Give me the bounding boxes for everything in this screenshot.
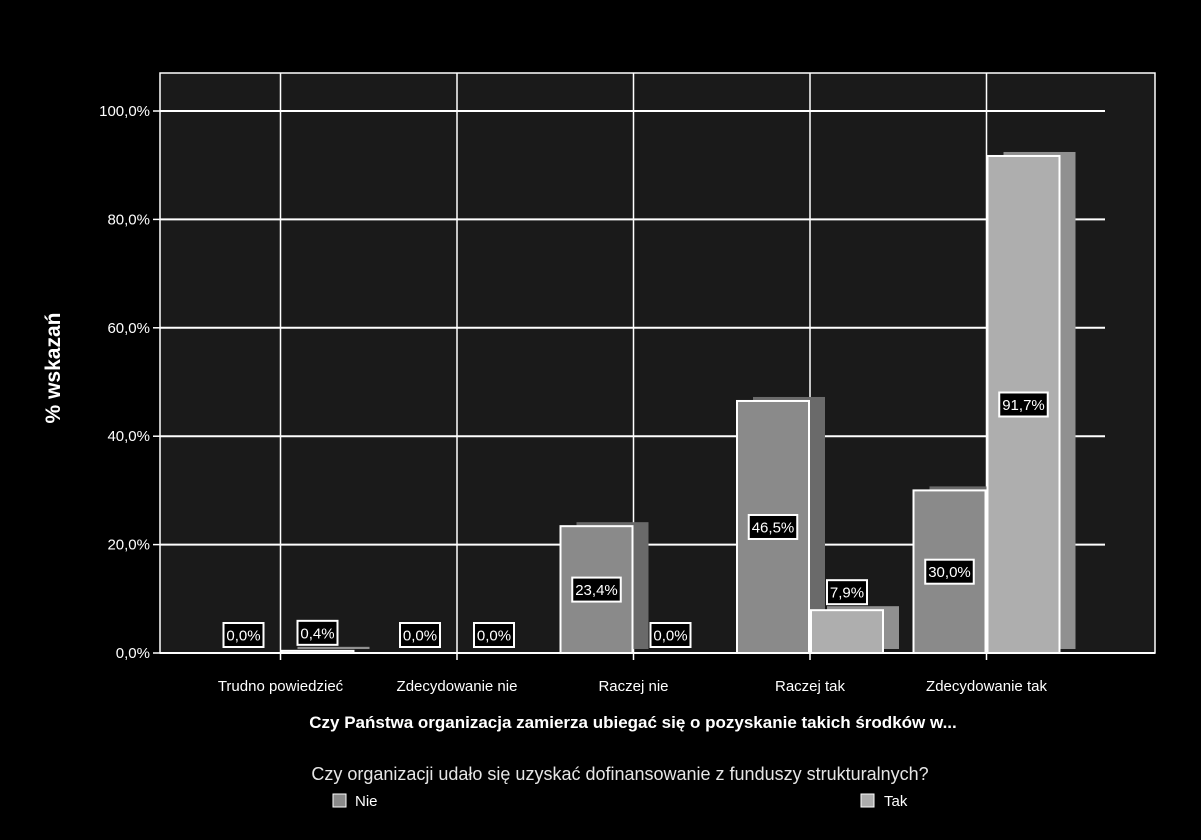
data-label-box bbox=[222, 622, 265, 648]
y-tick-label: 60,0% bbox=[107, 320, 150, 337]
data-label-box bbox=[473, 622, 515, 648]
data-label-box bbox=[747, 513, 799, 540]
data-label: 0,0% bbox=[653, 628, 687, 645]
x-tick-label: Zdecydowanie nie bbox=[397, 678, 518, 695]
legend-label-tak: Tak bbox=[884, 793, 908, 810]
bars: 0,0% 0,0% 23,4% 46,5% 30,0% 0,4% 0,0% 0,0% 7,9% 9… bbox=[206, 151, 1076, 655]
x-axis-label: Czy Państwa organizacja zamierza ubiegać… bbox=[309, 713, 957, 732]
x-tick-label: Trudno powiedzieć bbox=[218, 678, 344, 695]
data-label: 0,0% bbox=[226, 628, 260, 645]
legend-label-nie: Nie bbox=[355, 793, 378, 810]
legend-swatch-nie bbox=[332, 793, 347, 808]
data-label: 46,5% bbox=[752, 519, 795, 536]
x-tick-label: Zdecydowanie tak bbox=[926, 678, 1047, 695]
data-label-box bbox=[571, 576, 622, 603]
data-label-box bbox=[296, 619, 339, 646]
data-label: 23,4% bbox=[575, 582, 618, 599]
data-label: 0,0% bbox=[403, 628, 437, 645]
data-label-box bbox=[924, 558, 975, 585]
data-label-box bbox=[399, 622, 441, 648]
data-label-box bbox=[998, 391, 1049, 418]
data-label: 30,0% bbox=[928, 564, 971, 581]
bar-shadow bbox=[297, 646, 370, 650]
data-label: 91,7% bbox=[1002, 397, 1045, 414]
x-tick-label: Raczej tak bbox=[775, 678, 846, 695]
legend: Czy organizacji udało się uzyskać dofina… bbox=[311, 764, 928, 810]
x-axis: Trudno powiedzieć Zdecydowanie nie Raczej … bbox=[218, 653, 1047, 695]
data-label-box bbox=[826, 579, 868, 606]
data-label: 0,0% bbox=[477, 628, 511, 645]
bar bbox=[810, 609, 884, 655]
x-tick-label: Raczej nie bbox=[598, 678, 668, 695]
y-axis: 0,0% 20,0% 40,0% 60,0% 80,0% 100,0% bbox=[99, 103, 160, 662]
bar bbox=[280, 649, 355, 655]
y-tick-label: 80,0% bbox=[107, 211, 150, 228]
legend-swatch-tak bbox=[860, 793, 875, 808]
data-label-box bbox=[649, 622, 692, 648]
legend-title: Czy organizacji udało się uzyskać dofina… bbox=[311, 764, 928, 784]
data-label: 7,9% bbox=[830, 585, 864, 602]
y-tick-label: 40,0% bbox=[107, 428, 150, 445]
y-tick-label: 100,0% bbox=[99, 103, 150, 120]
y-axis-label: % wskazań bbox=[42, 313, 65, 424]
y-tick-label: 20,0% bbox=[107, 537, 150, 554]
data-label: 0,4% bbox=[300, 625, 334, 642]
y-tick-label: 0,0% bbox=[116, 645, 150, 662]
